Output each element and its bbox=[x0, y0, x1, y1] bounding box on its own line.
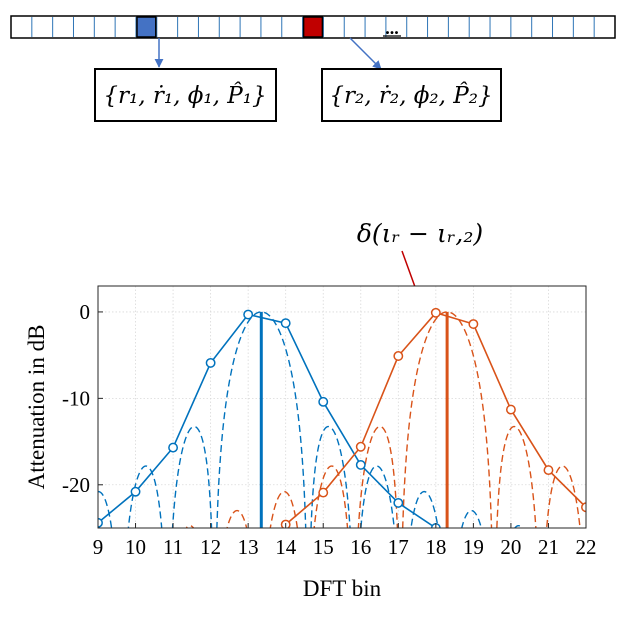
x-tick-label: 10 bbox=[125, 535, 146, 559]
x-tick-label: 14 bbox=[275, 535, 297, 559]
data-point bbox=[468, 319, 479, 329]
x-tick-label: 12 bbox=[200, 535, 221, 559]
x-tick-label: 21 bbox=[538, 535, 559, 559]
x-tick-label: 18 bbox=[425, 535, 446, 559]
data-point bbox=[430, 307, 441, 318]
buffer-cells bbox=[31, 17, 595, 37]
data-point bbox=[168, 442, 179, 453]
data-point bbox=[505, 404, 516, 415]
curves bbox=[98, 307, 586, 528]
data-point bbox=[318, 396, 329, 407]
x-tick-label: 13 bbox=[238, 535, 259, 559]
target-2-parameter-box: {r₂, ṙ₂, ϕ₂, P̂₂} bbox=[321, 68, 502, 122]
x-tick-label: 19 bbox=[463, 535, 484, 559]
grid-lines bbox=[97, 286, 587, 528]
arrow-to-target-2-box bbox=[349, 37, 382, 70]
target-1-parameter-box: {r₁, ṙ₁, ϕ₁, P̂₁} bbox=[94, 68, 277, 122]
plot-frame bbox=[97, 285, 587, 529]
data-point bbox=[355, 441, 366, 452]
data-point bbox=[393, 351, 404, 361]
data-point bbox=[355, 459, 366, 470]
target-2-parameters: {r₂, ṙ₂, ϕ₂, P̂₂} bbox=[329, 83, 492, 109]
x-tick-label: 15 bbox=[313, 535, 334, 559]
delta-annotation: δ(ιᵣ − ιᵣ,₂) bbox=[357, 219, 483, 248]
data-point bbox=[318, 487, 329, 498]
y-tick-label: 0 bbox=[80, 300, 91, 324]
y-tick-label: -10 bbox=[62, 386, 90, 410]
data-point bbox=[280, 318, 291, 329]
highlighted-cell-target-2 bbox=[302, 16, 324, 38]
x-axis-label: DFT bin bbox=[303, 576, 382, 601]
x-tick-label: 9 bbox=[93, 535, 104, 559]
x-tick-label: 16 bbox=[350, 535, 371, 559]
buffer-ellipsis: ... bbox=[385, 18, 399, 38]
x-tick-label: 20 bbox=[500, 535, 521, 559]
x-tick-label: 17 bbox=[388, 535, 409, 559]
plot-area: 9 10 11 12 13 14 15 16 17 18 19 20 21 22 0 -10 -20 DFT b… bbox=[24, 285, 597, 601]
data-point bbox=[543, 465, 554, 476]
axis-ticks: 9 10 11 12 13 14 15 16 17 18 19 20 21 22 0 -10 -20 bbox=[62, 300, 597, 559]
y-tick-label: -20 bbox=[62, 473, 90, 497]
highlighted-cell-target-1 bbox=[136, 16, 157, 38]
x-tick-label: 22 bbox=[576, 535, 597, 559]
data-point bbox=[393, 497, 404, 508]
dashed-curve-target-2-continuous bbox=[185, 311, 581, 528]
data-point bbox=[205, 357, 216, 368]
target-1-parameters: {r₁, ṙ₁, ϕ₁, P̂₁} bbox=[103, 83, 266, 109]
data-point bbox=[130, 486, 141, 497]
plot-background bbox=[98, 286, 586, 528]
x-tick-label: 11 bbox=[163, 535, 183, 559]
data-point bbox=[243, 309, 254, 320]
range-buffer: ... bbox=[10, 15, 616, 39]
y-axis-label: Attenuation in dB bbox=[24, 325, 49, 490]
series-line-target-1-sampled bbox=[98, 313, 437, 528]
